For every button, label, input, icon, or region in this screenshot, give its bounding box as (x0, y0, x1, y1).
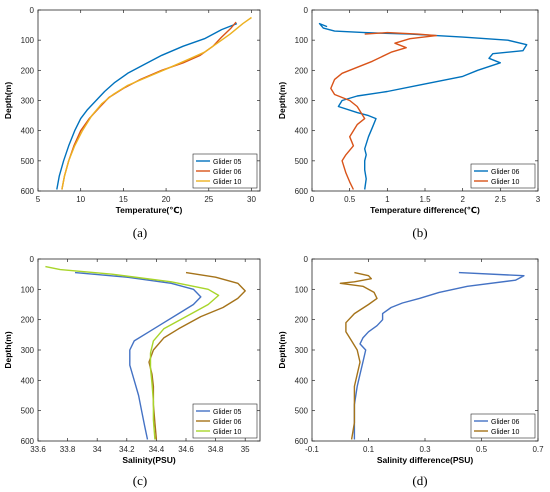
series-line-3 (61, 16, 252, 190)
x-tick-label: 34.6 (178, 445, 194, 454)
legend: Glider 05 Glider 06 Glider 10 (192, 153, 258, 189)
legend: Glider 05 Glider 06 Glider 10 (192, 403, 258, 439)
legend: Glider 06 Glider 10 (470, 163, 536, 189)
y-tick-label: 200 (295, 66, 309, 75)
y-tick-label: 0 (304, 6, 309, 15)
chart-panel-2: 0 0.5 1 1.5 2 2.5 3 0 100 200 300 400 500 600 Temperat… (277, 6, 541, 215)
legend-label: Glider 05 (213, 159, 242, 166)
legend-label: Glider 10 (213, 429, 242, 436)
y-tick-label: 100 (21, 285, 35, 294)
legend-label: Glider 06 (491, 169, 520, 176)
caption-c: (c) (132, 473, 148, 488)
x-tick-label: 0.1 (363, 445, 375, 454)
x-tick-label: 35 (241, 445, 250, 454)
legend-label: Glider 10 (491, 429, 520, 436)
caption-b: (b) (412, 225, 428, 240)
y-tick-label: 0 (30, 6, 35, 15)
x-tick-label: 1.5 (419, 195, 431, 204)
x-tick-label: 0.5 (344, 195, 356, 204)
y-tick-label: 400 (295, 376, 309, 385)
series-line-1 (74, 271, 202, 440)
y-tick-label: 500 (21, 157, 35, 166)
legend-box (470, 163, 536, 189)
series-line-2 (339, 271, 378, 440)
y-tick-label: 600 (295, 437, 309, 446)
y-tick-label: 0 (304, 255, 309, 264)
y-tick-label: 100 (21, 36, 35, 45)
legend-label: Glider 06 (491, 419, 520, 426)
caption-d: (d) (412, 473, 428, 488)
y-tick-label: 500 (295, 157, 309, 166)
y-tick-label: 200 (21, 66, 35, 75)
x-axis-label: Salinity(PSU) (122, 455, 176, 465)
chart-panel-1: 5 10 15 20 25 300100200300400500600Temperatur… (3, 6, 261, 215)
x-tick-label: 0 (310, 195, 315, 204)
x-tick-label: 2.5 (495, 195, 507, 204)
y-tick-label: 500 (295, 407, 309, 416)
y-axis-label: Depth(m) (277, 331, 287, 368)
y-tick-label: 600 (295, 187, 309, 196)
y-axis-label: Depth(m) (277, 82, 287, 119)
x-tick-label: 34.8 (208, 445, 224, 454)
x-tick-label: 2 (460, 195, 465, 204)
series-line-3 (45, 265, 220, 440)
x-tick-label: -0.1 (305, 445, 319, 454)
y-axis-label: Depth(m) (3, 82, 13, 119)
series-line-2 (330, 31, 437, 190)
x-tick-label: 20 (162, 195, 171, 204)
legend-label: Glider 05 (213, 409, 242, 416)
x-tick-label: 25 (204, 195, 213, 204)
chart-panel-4: -0.1 0.1 0.3 0.5 0.7 0 100 200 300 400 500 600 Salin… (277, 255, 544, 465)
x-tick-label: 30 (247, 195, 256, 204)
legend-box (470, 413, 536, 439)
y-tick-label: 500 (21, 407, 35, 416)
x-tick-label: 5 (36, 195, 41, 204)
y-tick-label: 200 (295, 316, 309, 325)
legend-label: Glider 10 (213, 179, 242, 186)
series-line-1 (56, 22, 238, 190)
x-tick-label: 0.7 (532, 445, 544, 454)
y-tick-label: 0 (30, 255, 35, 264)
caption-a: (a) (132, 225, 148, 240)
legend-label: Glider 10 (491, 179, 520, 186)
x-tick-label: 34.4 (149, 445, 165, 454)
y-tick-label: 100 (295, 36, 309, 45)
y-tick-label: 300 (295, 346, 309, 355)
y-tick-label: 300 (21, 346, 35, 355)
y-tick-label: 300 (21, 97, 35, 106)
x-tick-label: 34 (93, 445, 102, 454)
series-line-1 (353, 271, 525, 440)
x-axis-label: Salinity difference(PSU) (377, 455, 474, 465)
x-tick-label: 33.8 (60, 445, 76, 454)
y-tick-label: 300 (295, 97, 309, 106)
x-axis-label: Temperature(℃) (116, 205, 183, 215)
y-tick-label: 400 (21, 376, 35, 385)
x-tick-label: 33.6 (30, 445, 46, 454)
y-tick-label: 200 (21, 316, 35, 325)
chart-panel-3: 33.6 33.8 34 34.2 34.4 34.6 34.8 35 0 100 200 300 40… (3, 255, 261, 465)
legend: Glider 06 Glider 10 (470, 413, 536, 439)
y-tick-label: 600 (21, 187, 35, 196)
y-tick-label: 600 (21, 437, 35, 446)
y-axis-label: Depth(m) (3, 331, 13, 368)
x-tick-label: 15 (119, 195, 128, 204)
legend-label: Glider 06 (213, 169, 242, 176)
plot-area (311, 258, 539, 442)
x-tick-label: 1 (385, 195, 390, 204)
x-axis-label: Temperature difference(℃) (370, 205, 480, 215)
x-tick-label: 10 (76, 195, 85, 204)
x-tick-label: 34.2 (119, 445, 135, 454)
y-tick-label: 400 (295, 127, 309, 136)
x-tick-label: 3 (536, 195, 541, 204)
x-tick-label: 0.5 (476, 445, 488, 454)
x-tick-label: 0.3 (419, 445, 431, 454)
legend-label: Glider 06 (213, 419, 242, 426)
y-tick-label: 100 (295, 285, 309, 294)
y-tick-label: 400 (21, 127, 35, 136)
